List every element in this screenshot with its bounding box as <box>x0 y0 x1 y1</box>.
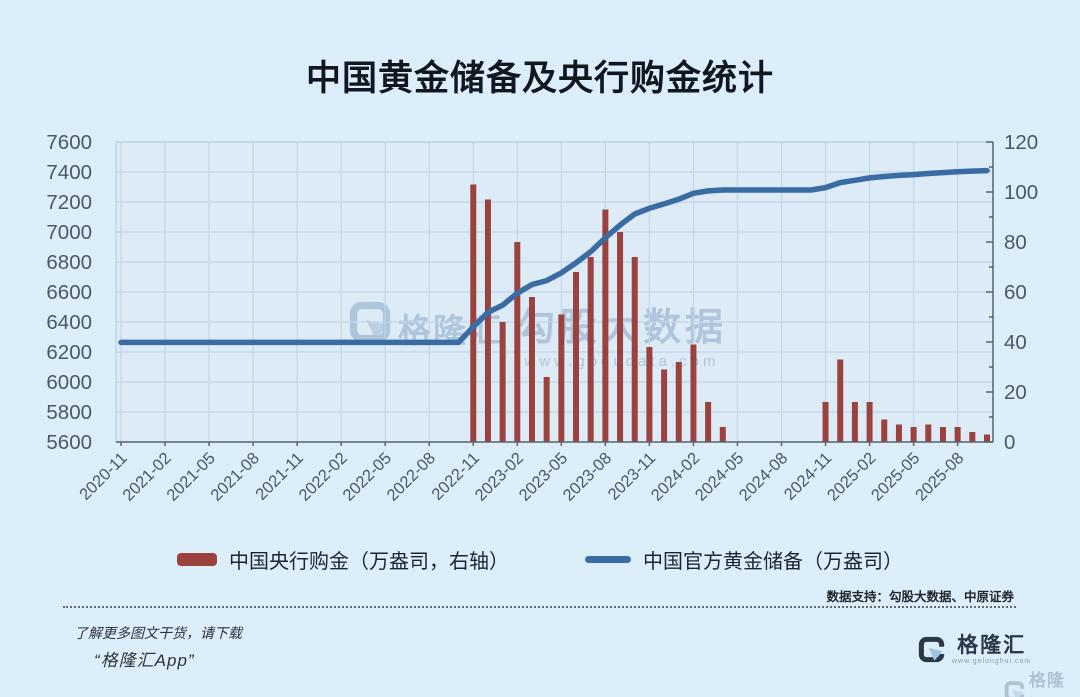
purchase-bar <box>954 427 961 442</box>
purchase-bar <box>587 257 594 442</box>
y-axis-left-label: 7200 <box>46 191 92 214</box>
purchase-bar <box>646 347 653 442</box>
logo-url: www.gelonghui.com <box>952 658 1032 666</box>
y-axis-left-label: 6400 <box>46 311 92 334</box>
purchase-bar <box>969 432 976 442</box>
y-axis-right-label: 20 <box>1004 381 1027 404</box>
purchase-bar <box>851 402 858 442</box>
purchase-bar <box>822 402 829 442</box>
x-axis-label: 2025-08 <box>912 449 968 505</box>
x-axis-label: 2023-08 <box>560 449 616 505</box>
purchase-bar <box>631 257 638 442</box>
y-axis-left-label: 7000 <box>46 221 92 244</box>
legend-reserves-label: 中国官方黄金储备（万盎司） <box>643 551 903 573</box>
x-axis-label: 2021-08 <box>207 449 263 505</box>
purchase-bar <box>719 427 726 442</box>
legend-item-reserves: 中国官方黄金储备（万盎司） <box>585 545 903 574</box>
y-axis-right-label: 0 <box>1004 431 1015 454</box>
purchase-bar <box>705 402 712 442</box>
purchase-bar <box>661 369 668 442</box>
data-source-note: 数据支持：勾股大数据、中原证券 <box>826 590 1014 604</box>
purchase-bar <box>528 297 535 442</box>
purchase-bar <box>675 362 682 442</box>
legend-line-swatch <box>585 556 631 563</box>
y-axis-right-label: 80 <box>1004 231 1027 254</box>
purchase-bar <box>939 427 946 442</box>
gelonghui-g-icon <box>918 636 945 663</box>
purchase-bar <box>484 199 491 442</box>
purchase-bar <box>690 344 697 442</box>
reserves-line <box>118 167 990 346</box>
footer-app-name: “格隆汇App” <box>94 651 195 670</box>
y-axis-left-label: 6000 <box>46 371 92 394</box>
purchase-bar <box>573 272 580 442</box>
purchase-bar <box>602 209 609 442</box>
legend: 中国央行购金（万盎司，右轴） 中国官方黄金储备（万盎司） <box>0 545 1080 574</box>
purchase-bar <box>470 184 477 442</box>
gelonghui-logo: 格隆汇 www.gelonghui.com <box>918 634 1031 665</box>
purchase-bar <box>881 419 888 442</box>
chart: 5600 5800 6000 6200 6400 6600 6800 7000 7200 7400… <box>46 131 1038 505</box>
y-axis-right-label: 100 <box>1004 181 1038 204</box>
y-axis-right-label: 60 <box>1004 281 1027 304</box>
corner-watermark-name: 格隆汇 <box>1028 671 1065 697</box>
y-axis-right-label: 120 <box>1004 131 1038 154</box>
footer-promo-text: 了解更多图文干货，请下载 <box>74 625 242 641</box>
purchase-bar <box>499 322 506 442</box>
purchase-bar <box>617 232 624 442</box>
x-axis-label: 2024-08 <box>736 449 792 505</box>
y-axis-left-label: 5800 <box>46 401 92 424</box>
dotted-divider <box>63 606 1016 608</box>
y-axis-left-label: 6200 <box>46 341 92 364</box>
x-axis-label: 2022-08 <box>384 449 440 505</box>
purchase-bar <box>543 377 550 442</box>
purchase-bar <box>910 427 917 442</box>
legend-purchases-label: 中国央行购金（万盎司，右轴） <box>229 551 509 573</box>
purchase-bar <box>558 314 565 442</box>
y-axis-left-label: 6800 <box>46 251 92 274</box>
corner-watermark-logo: 格隆汇 <box>1004 666 1080 697</box>
purchase-bar <box>984 434 990 442</box>
purchase-bar <box>895 424 902 442</box>
purchase-bar <box>514 242 521 442</box>
legend-item-purchases: 中国央行购金（万盎司，右轴） <box>177 545 509 574</box>
y-axis-left-label: 7400 <box>46 161 92 184</box>
purchase-bar <box>837 359 844 442</box>
y-axis-left-label: 7600 <box>46 131 92 154</box>
logo-brand-name: 格隆汇 <box>957 634 1027 657</box>
gelonghui-g-icon <box>1004 681 1025 697</box>
y-axis-left-label: 6600 <box>46 281 92 304</box>
purchase-bar <box>866 402 873 442</box>
page-title: 中国黄金储备及央行购金统计 <box>305 59 774 98</box>
legend-bar-swatch <box>177 553 217 566</box>
y-axis-left-label: 5600 <box>46 431 92 454</box>
purchase-bar <box>925 424 932 442</box>
y-axis-right-label: 40 <box>1004 331 1027 354</box>
